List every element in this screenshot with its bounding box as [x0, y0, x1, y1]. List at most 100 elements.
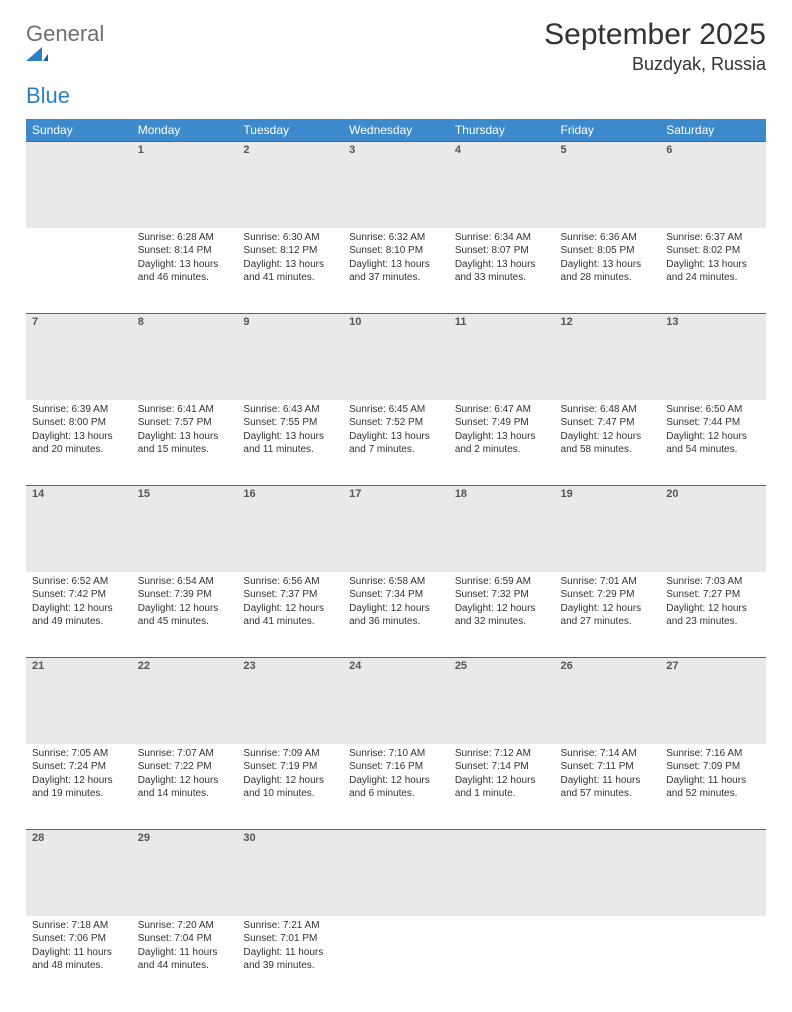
brand-logo-text: General Blue: [26, 22, 106, 107]
day-header: Saturday: [660, 119, 766, 142]
sunset-text: Sunset: 8:14 PM: [138, 244, 232, 258]
sunset-text: Sunset: 7:06 PM: [32, 932, 126, 946]
daynum-cell: 14: [26, 486, 132, 572]
daynum-cell: 20: [660, 486, 766, 572]
day-header: Friday: [555, 119, 661, 142]
day-header: Wednesday: [343, 119, 449, 142]
day-number: 2: [237, 142, 343, 158]
daynum-cell: 5: [555, 142, 661, 228]
daynum-cell: 12: [555, 314, 661, 400]
day-number: 18: [449, 486, 555, 502]
day-cell-body: Sunrise: 7:05 AMSunset: 7:24 PMDaylight:…: [26, 744, 132, 805]
day-cell: Sunrise: 6:37 AMSunset: 8:02 PMDaylight:…: [660, 228, 766, 314]
day-cell: Sunrise: 7:18 AMSunset: 7:06 PMDaylight:…: [26, 916, 132, 1002]
day-cell-body: Sunrise: 6:34 AMSunset: 8:07 PMDaylight:…: [449, 228, 555, 289]
calendar-header-row: SundayMondayTuesdayWednesdayThursdayFrid…: [26, 119, 766, 142]
page-header: General Blue September 2025 Buzdyak, Rus…: [26, 18, 766, 107]
day-cell-body: Sunrise: 6:54 AMSunset: 7:39 PMDaylight:…: [132, 572, 238, 633]
day-number: 23: [237, 658, 343, 674]
day-cell-body: Sunrise: 7:14 AMSunset: 7:11 PMDaylight:…: [555, 744, 661, 805]
day-cell: Sunrise: 6:36 AMSunset: 8:05 PMDaylight:…: [555, 228, 661, 314]
day-cell-body: Sunrise: 6:32 AMSunset: 8:10 PMDaylight:…: [343, 228, 449, 289]
daynum-cell: 23: [237, 658, 343, 744]
day-cell: Sunrise: 6:43 AMSunset: 7:55 PMDaylight:…: [237, 400, 343, 486]
logo-sail-icon: [26, 45, 106, 61]
daynum-cell: 16: [237, 486, 343, 572]
daylight-text: Daylight: 12 hours and 54 minutes.: [666, 430, 760, 457]
sunset-text: Sunset: 7:39 PM: [138, 588, 232, 602]
daynum-cell: 19: [555, 486, 661, 572]
day-cell: Sunrise: 7:07 AMSunset: 7:22 PMDaylight:…: [132, 744, 238, 830]
daynum-cell: [660, 830, 766, 916]
sunset-text: Sunset: 7:34 PM: [349, 588, 443, 602]
sunset-text: Sunset: 7:52 PM: [349, 416, 443, 430]
day-cell: Sunrise: 7:20 AMSunset: 7:04 PMDaylight:…: [132, 916, 238, 1002]
day-cell: [26, 228, 132, 314]
daynum-cell: 27: [660, 658, 766, 744]
day-cell: Sunrise: 6:39 AMSunset: 8:00 PMDaylight:…: [26, 400, 132, 486]
day-cell: Sunrise: 7:14 AMSunset: 7:11 PMDaylight:…: [555, 744, 661, 830]
daylight-text: Daylight: 13 hours and 28 minutes.: [561, 258, 655, 285]
day-cell-body: Sunrise: 6:41 AMSunset: 7:57 PMDaylight:…: [132, 400, 238, 461]
day-number: 25: [449, 658, 555, 674]
daynum-cell: 13: [660, 314, 766, 400]
day-cell-body: Sunrise: 7:01 AMSunset: 7:29 PMDaylight:…: [555, 572, 661, 633]
daynum-cell: 22: [132, 658, 238, 744]
sunset-text: Sunset: 8:10 PM: [349, 244, 443, 258]
day-cell-body: Sunrise: 6:59 AMSunset: 7:32 PMDaylight:…: [449, 572, 555, 633]
day-cell: Sunrise: 6:45 AMSunset: 7:52 PMDaylight:…: [343, 400, 449, 486]
daylight-text: Daylight: 13 hours and 2 minutes.: [455, 430, 549, 457]
sunset-text: Sunset: 8:12 PM: [243, 244, 337, 258]
week-row: Sunrise: 6:39 AMSunset: 8:00 PMDaylight:…: [26, 400, 766, 486]
sunrise-text: Sunrise: 6:36 AM: [561, 231, 655, 245]
daylight-text: Daylight: 12 hours and 41 minutes.: [243, 602, 337, 629]
daylight-text: Daylight: 12 hours and 10 minutes.: [243, 774, 337, 801]
day-number: 9: [237, 314, 343, 330]
daylight-text: Daylight: 12 hours and 23 minutes.: [666, 602, 760, 629]
day-cell-body: Sunrise: 7:18 AMSunset: 7:06 PMDaylight:…: [26, 916, 132, 977]
sunset-text: Sunset: 7:16 PM: [349, 760, 443, 774]
daynum-cell: [449, 830, 555, 916]
daylight-text: Daylight: 11 hours and 39 minutes.: [243, 946, 337, 973]
sunset-text: Sunset: 7:32 PM: [455, 588, 549, 602]
day-number: 15: [132, 486, 238, 502]
day-cell: Sunrise: 7:09 AMSunset: 7:19 PMDaylight:…: [237, 744, 343, 830]
day-cell: Sunrise: 6:59 AMSunset: 7:32 PMDaylight:…: [449, 572, 555, 658]
daynum-cell: 11: [449, 314, 555, 400]
daynum-cell: 7: [26, 314, 132, 400]
day-cell-body: Sunrise: 7:16 AMSunset: 7:09 PMDaylight:…: [660, 744, 766, 805]
day-cell-body: Sunrise: 7:20 AMSunset: 7:04 PMDaylight:…: [132, 916, 238, 977]
day-number: 13: [660, 314, 766, 330]
sunrise-text: Sunrise: 6:43 AM: [243, 403, 337, 417]
day-number: 24: [343, 658, 449, 674]
sunrise-text: Sunrise: 7:09 AM: [243, 747, 337, 761]
day-number: 22: [132, 658, 238, 674]
week-row: Sunrise: 6:52 AMSunset: 7:42 PMDaylight:…: [26, 572, 766, 658]
sunset-text: Sunset: 8:00 PM: [32, 416, 126, 430]
daylight-text: Daylight: 12 hours and 19 minutes.: [32, 774, 126, 801]
sunrise-text: Sunrise: 7:07 AM: [138, 747, 232, 761]
daylight-text: Daylight: 11 hours and 44 minutes.: [138, 946, 232, 973]
daylight-text: Daylight: 12 hours and 58 minutes.: [561, 430, 655, 457]
day-cell-body: Sunrise: 6:52 AMSunset: 7:42 PMDaylight:…: [26, 572, 132, 633]
day-number: 11: [449, 314, 555, 330]
day-cell-body: Sunrise: 7:21 AMSunset: 7:01 PMDaylight:…: [237, 916, 343, 977]
daylight-text: Daylight: 13 hours and 15 minutes.: [138, 430, 232, 457]
sunrise-text: Sunrise: 6:30 AM: [243, 231, 337, 245]
daynum-cell: 26: [555, 658, 661, 744]
day-cell: Sunrise: 6:47 AMSunset: 7:49 PMDaylight:…: [449, 400, 555, 486]
sunrise-text: Sunrise: 7:10 AM: [349, 747, 443, 761]
day-cell: Sunrise: 7:05 AMSunset: 7:24 PMDaylight:…: [26, 744, 132, 830]
day-cell: Sunrise: 7:10 AMSunset: 7:16 PMDaylight:…: [343, 744, 449, 830]
day-number: 14: [26, 486, 132, 502]
day-cell: Sunrise: 6:56 AMSunset: 7:37 PMDaylight:…: [237, 572, 343, 658]
day-cell: Sunrise: 6:50 AMSunset: 7:44 PMDaylight:…: [660, 400, 766, 486]
sunrise-text: Sunrise: 6:56 AM: [243, 575, 337, 589]
sunrise-text: Sunrise: 7:05 AM: [32, 747, 126, 761]
day-cell-body: Sunrise: 7:12 AMSunset: 7:14 PMDaylight:…: [449, 744, 555, 805]
sunset-text: Sunset: 7:44 PM: [666, 416, 760, 430]
sunset-text: Sunset: 7:27 PM: [666, 588, 760, 602]
sunrise-text: Sunrise: 7:12 AM: [455, 747, 549, 761]
daylight-text: Daylight: 13 hours and 7 minutes.: [349, 430, 443, 457]
day-header: Sunday: [26, 119, 132, 142]
